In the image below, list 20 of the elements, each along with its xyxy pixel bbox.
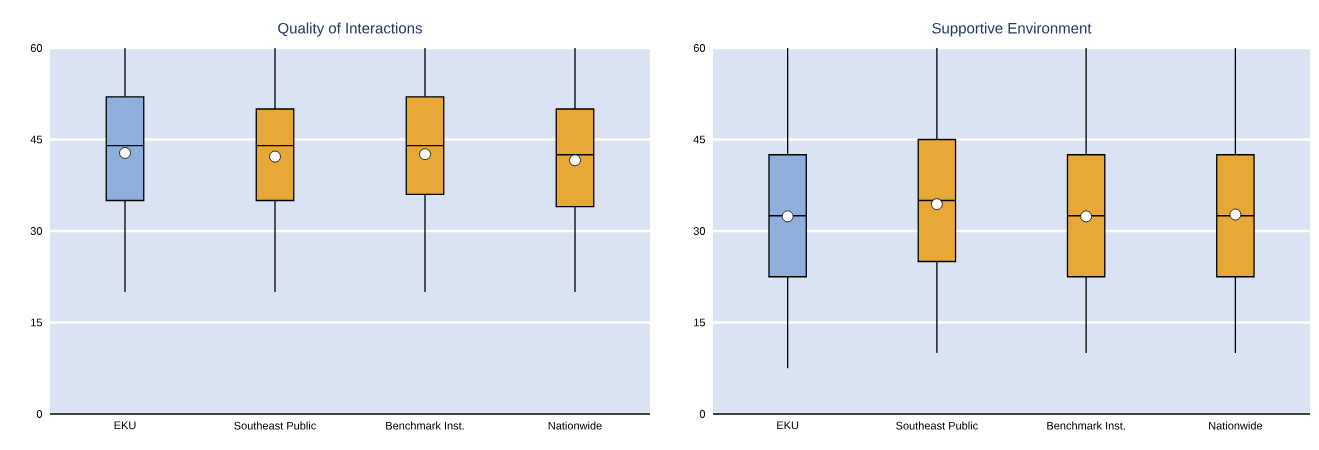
y-tick-label: 15 (31, 318, 43, 327)
y-tick-label: 30 (693, 227, 706, 235)
x-tick-label: Southeast Public (896, 421, 978, 430)
x-tick-label: Nationwide (548, 421, 602, 430)
x-tick-label: Benchmark Inst. (1047, 421, 1125, 430)
chart-title: Quality of Interactions (278, 22, 422, 37)
y-tick-label: 60 (30, 44, 43, 52)
y-tick-label: 30 (30, 227, 43, 235)
y-tick-label: 45 (30, 135, 43, 144)
x-tick-label: Benchmark Inst. (386, 421, 464, 430)
y-tick-label: 60 (693, 44, 706, 52)
x-tick-label: EKU (777, 421, 799, 430)
x-tick-label: Southeast Public (234, 421, 316, 430)
y-tick-label: 0 (36, 410, 43, 418)
y-tick-label: 45 (693, 135, 706, 144)
y-tick-label: 0 (699, 410, 706, 418)
y-tick-label: 15 (694, 318, 706, 327)
x-tick-label: EKU (114, 421, 136, 430)
chart-title: Supportive Environment (932, 22, 1092, 37)
x-tick-label: Nationwide (1209, 421, 1263, 430)
